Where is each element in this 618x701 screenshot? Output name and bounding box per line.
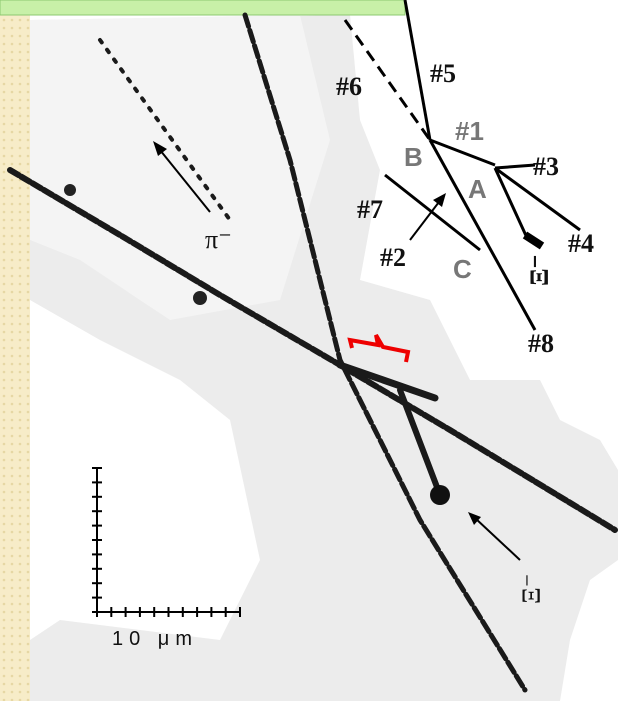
micrograph: #5 #6 #1 B #3 A #7 #4 #2 C Ξ⁻ #8 π⁻ Ξ⁻ 1… (0, 0, 618, 701)
label: #8 (528, 329, 554, 358)
label: #7 (357, 195, 383, 224)
label: #4 (568, 229, 594, 258)
blob (193, 291, 207, 305)
label: #1 (455, 116, 484, 146)
label: A (468, 174, 487, 204)
label: #2 (380, 243, 406, 272)
label: B (404, 142, 423, 172)
header-box (0, 0, 405, 15)
vertex-blob (430, 485, 450, 505)
scale-label: 10 μm (112, 628, 198, 650)
label: Ξ⁻ (525, 255, 554, 286)
photo-label: Ξ⁻ (517, 574, 546, 604)
label: #5 (430, 59, 456, 88)
label: #6 (336, 72, 362, 101)
side-strip (0, 0, 30, 701)
label: C (453, 254, 472, 284)
blob (64, 184, 76, 196)
photo-label: π⁻ (205, 225, 232, 254)
label: #3 (533, 152, 559, 181)
